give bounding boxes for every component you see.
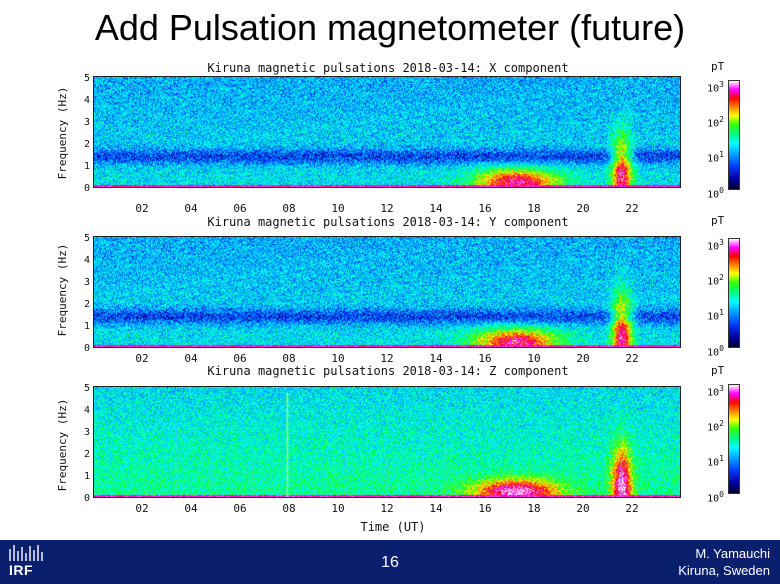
colorbar bbox=[728, 238, 740, 348]
y-axis-label: Frequency (Hz) bbox=[56, 398, 69, 492]
y-axis-label: Frequency (Hz) bbox=[56, 243, 69, 337]
x-tick: 04 bbox=[184, 352, 198, 365]
spectrogram-plot bbox=[93, 386, 681, 498]
x-tick: 20 bbox=[576, 502, 590, 515]
x-tick: 16 bbox=[478, 502, 492, 515]
author-name: M. Yamauchi bbox=[695, 546, 770, 561]
spectrogram-canvas bbox=[94, 237, 680, 347]
y-tick: 3 bbox=[83, 277, 90, 288]
colorbar-tick: 101 bbox=[707, 454, 724, 469]
colorbar-tick: 103 bbox=[707, 238, 724, 253]
colorbar-tick: 103 bbox=[707, 384, 724, 399]
colorbar-tick: 102 bbox=[707, 419, 724, 434]
x-tick: 22 bbox=[625, 202, 639, 215]
panel-title: Kiruna magnetic pulsations 2018-03-14: Y… bbox=[207, 215, 569, 229]
x-tick: 02 bbox=[135, 202, 149, 215]
y-tick: 1 bbox=[83, 161, 90, 172]
x-tick: 02 bbox=[135, 502, 149, 515]
x-tick: 06 bbox=[233, 202, 247, 215]
y-tick: 4 bbox=[83, 95, 90, 106]
y-tick: 4 bbox=[83, 405, 90, 416]
x-tick: 10 bbox=[527, 352, 541, 365]
colorbar-tick: 100 bbox=[707, 490, 724, 505]
x-tick: 18 bbox=[527, 502, 541, 515]
y-tick: 5 bbox=[83, 233, 90, 244]
x-tick: 08 bbox=[282, 352, 296, 365]
spectrogram-figure: Kiruna magnetic pulsations 2018-03-14: X… bbox=[48, 58, 748, 538]
y-tick: 5 bbox=[83, 383, 90, 394]
y-tick: 0 bbox=[83, 343, 90, 354]
x-tick: 10 bbox=[331, 202, 345, 215]
y-tick: 2 bbox=[83, 299, 90, 310]
x-tick: 10 bbox=[331, 502, 345, 515]
colorbar-unit: pT bbox=[711, 364, 725, 377]
x-axis-label: Time (UT) bbox=[360, 520, 426, 534]
x-tick: 10 bbox=[331, 352, 345, 365]
y-tick: 3 bbox=[83, 117, 90, 128]
x-tick: 08 bbox=[282, 502, 296, 515]
x-tick: 16 bbox=[478, 202, 492, 215]
author-credit: M. Yamauchi Kiruna, Sweden bbox=[678, 545, 770, 579]
slide-title: Add Pulsation magnetometer (future) bbox=[94, 7, 686, 48]
x-tick: 02 bbox=[135, 352, 149, 365]
x-tick: 08 bbox=[282, 202, 296, 215]
colorbar-unit: pT bbox=[711, 60, 725, 73]
colorbar-tick: 103 bbox=[707, 80, 724, 95]
y-tick: 5 bbox=[83, 73, 90, 84]
spectrogram-plot bbox=[93, 76, 681, 188]
colorbar-tick: 100 bbox=[707, 186, 724, 201]
panel-title: Kiruna magnetic pulsations 2018-03-14: X… bbox=[207, 61, 569, 75]
colorbar-tick: 102 bbox=[707, 115, 724, 130]
y-tick: 3 bbox=[83, 427, 90, 438]
colorbar bbox=[728, 80, 740, 190]
colorbar-unit: pT bbox=[711, 214, 725, 227]
x-tick: 22 bbox=[625, 502, 639, 515]
colorbar-tick: 102 bbox=[707, 273, 724, 288]
x-tick: 14 bbox=[429, 502, 443, 515]
spectrogram-canvas bbox=[94, 387, 680, 497]
y-tick: 2 bbox=[83, 139, 90, 150]
x-tick: 16 bbox=[478, 352, 492, 365]
panel-title: Kiruna magnetic pulsations 2018-03-14: Z… bbox=[207, 364, 569, 378]
x-tick: 20 bbox=[576, 202, 590, 215]
irf-logo-icon bbox=[9, 545, 43, 561]
y-tick: 1 bbox=[83, 321, 90, 332]
x-tick: 14 bbox=[429, 202, 443, 215]
x-tick: 04 bbox=[184, 202, 198, 215]
y-axis-label: Frequency (Hz) bbox=[56, 86, 69, 180]
x-tick: 14 bbox=[429, 352, 443, 365]
spectrogram-plot bbox=[93, 236, 681, 348]
colorbar-tick: 101 bbox=[707, 308, 724, 323]
slide-footer: IRF 16 M. Yamauchi Kiruna, Sweden bbox=[0, 540, 780, 584]
x-tick: 04 bbox=[184, 502, 198, 515]
x-tick: 12 bbox=[380, 502, 394, 515]
logo-text: IRF bbox=[9, 562, 34, 578]
y-tick: 0 bbox=[83, 183, 90, 194]
y-tick: 0 bbox=[83, 493, 90, 504]
author-location: Kiruna, Sweden bbox=[678, 563, 770, 578]
page-number: 16 bbox=[381, 554, 399, 571]
x-tick: 22 bbox=[625, 352, 639, 365]
y-tick: 2 bbox=[83, 449, 90, 460]
colorbar-tick: 101 bbox=[707, 150, 724, 165]
colorbar-tick: 100 bbox=[707, 344, 724, 359]
x-tick: 20 bbox=[576, 352, 590, 365]
y-tick: 1 bbox=[83, 471, 90, 482]
x-tick: 12 bbox=[380, 202, 394, 215]
colorbar bbox=[728, 384, 740, 494]
x-tick: 06 bbox=[233, 502, 247, 515]
spectrogram-canvas bbox=[94, 77, 680, 187]
x-tick: 12 bbox=[380, 352, 394, 365]
y-tick: 4 bbox=[83, 255, 90, 266]
x-tick: 06 bbox=[233, 352, 247, 365]
x-tick: 18 bbox=[527, 202, 541, 215]
